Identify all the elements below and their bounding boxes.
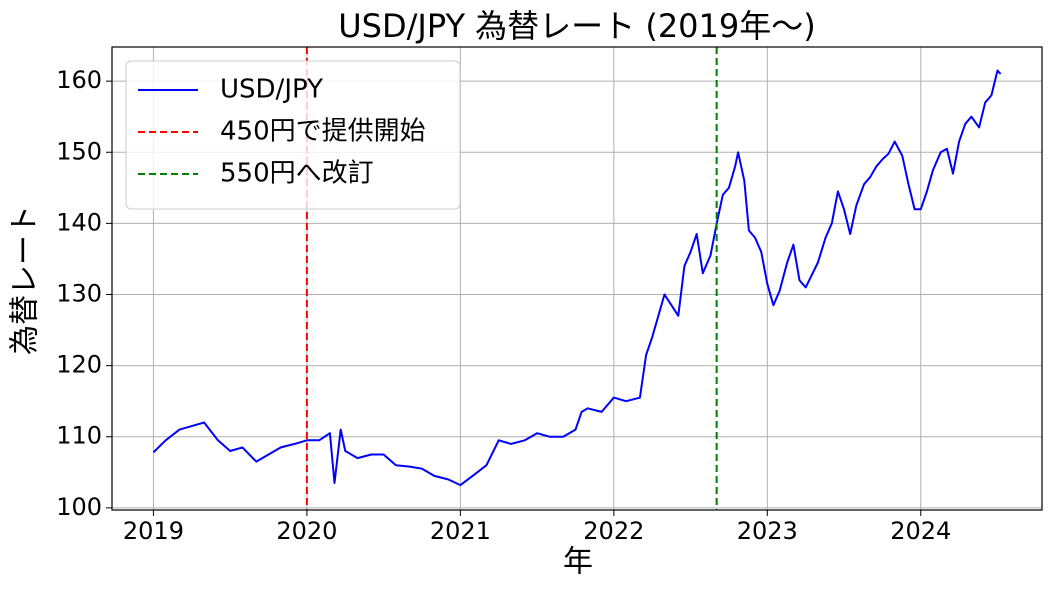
- legend-label: 450円で提供開始: [220, 117, 426, 147]
- chart-title: USD/JPY 為替レート (2019年〜): [338, 7, 816, 45]
- x-tick-label: 2024: [890, 517, 951, 545]
- y-tick-label: 110: [56, 422, 102, 450]
- x-tick-label: 2019: [123, 517, 184, 545]
- y-tick-label: 140: [56, 208, 102, 236]
- legend-label: USD/JPY: [220, 75, 323, 105]
- x-tick-label: 2020: [276, 517, 337, 545]
- line-series: [152, 69, 1002, 487]
- x-axis-label: 年: [563, 545, 593, 580]
- y-tick-label: 100: [56, 493, 102, 521]
- x-tick-label: 2022: [583, 517, 644, 545]
- legend: USD/JPY 450円で提供開始 550円へ改訂: [125, 60, 461, 210]
- plot-frame: [111, 46, 1043, 511]
- legend-label: 550円へ改訂: [220, 159, 374, 189]
- y-tick-label: 150: [56, 137, 102, 165]
- y-tick-label: 160: [56, 66, 102, 94]
- legend-box: [125, 60, 461, 210]
- y-axis-label: 為替レート: [8, 205, 43, 355]
- x-tick-label: 2023: [737, 517, 798, 545]
- y-tick-label: 120: [56, 351, 102, 379]
- x-tick-label: 2021: [430, 517, 491, 545]
- y-tick-label: 130: [56, 280, 102, 308]
